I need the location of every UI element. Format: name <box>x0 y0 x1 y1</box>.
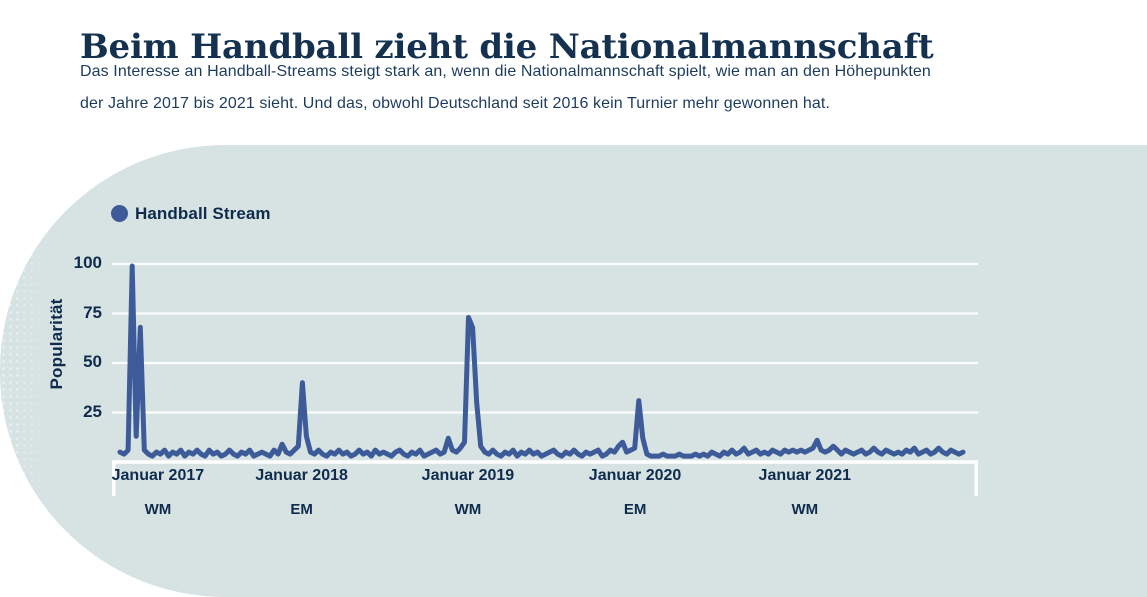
legend-dot-icon <box>111 205 128 222</box>
tournament-label-2021: WM <box>791 501 819 518</box>
series-handball-stream-line <box>117 263 966 459</box>
x-tick-label-2021: Januar 2021 <box>758 467 852 484</box>
subtitle-line-1: Das Interesse an Handball-Streams steigt… <box>80 63 931 80</box>
page-subtitle: Das Interesse an Handball-Streams steigt… <box>80 56 1000 120</box>
tournament-label-2017: WM <box>144 501 172 518</box>
line-chart <box>112 262 978 496</box>
tournament-label-2019: WM <box>454 501 482 518</box>
x-tick-label-2020: Januar 2020 <box>588 467 682 484</box>
tournament-label-2020: EM <box>623 501 647 518</box>
x-tick-label-2019: Januar 2019 <box>421 467 515 484</box>
x-tick-label-2017: Januar 2017 <box>111 467 205 484</box>
y-tick-label-50: 50 <box>83 352 102 371</box>
chart-panel <box>0 145 1147 597</box>
subtitle-line-2: der Jahre 2017 bis 2021 sieht. Und das, … <box>80 95 831 112</box>
page-title: Beim Handball zieht die Nationalmannscha… <box>80 26 934 67</box>
y-tick-label-100: 100 <box>73 253 102 272</box>
y-tick-label-25: 25 <box>83 401 102 421</box>
page: { "header": { "title": "Beim Handball zi… <box>0 26 1147 597</box>
legend-label: Handball Stream <box>135 204 271 223</box>
y-tick-label-75: 75 <box>83 302 102 322</box>
x-tick-label-2018: Januar 2018 <box>255 467 348 484</box>
halftone-dots-decoration <box>0 253 52 553</box>
tournament-label-2018: EM <box>290 501 313 518</box>
